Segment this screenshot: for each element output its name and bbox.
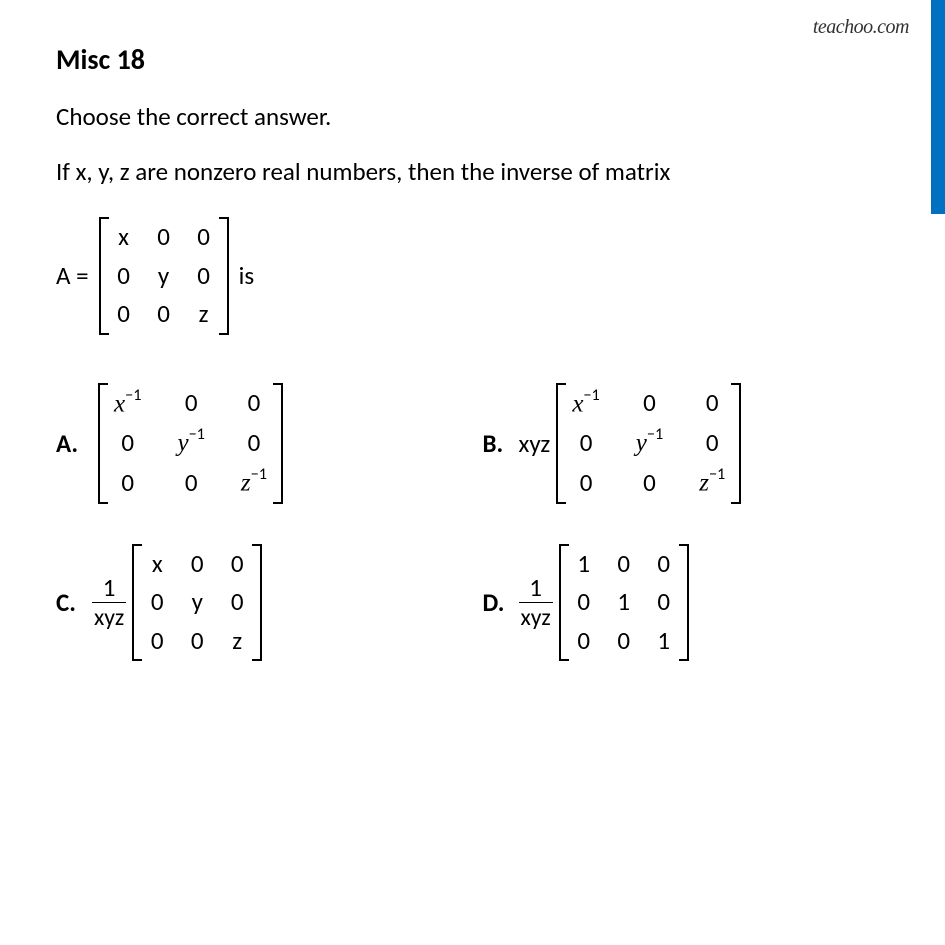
option-b-matrix: x−1000y−1000z−1 [556, 383, 741, 504]
prompt-line-2: If x, y, z are nonzero real numbers, the… [56, 156, 889, 187]
option-d-label: D. [483, 587, 513, 618]
option-a: A. x−1000y−1000z−1 [56, 383, 463, 504]
prompt-line-1: Choose the correct answer. [56, 101, 889, 132]
option-c-label: C. [56, 587, 86, 618]
option-c: C. 1xyz x000y000z [56, 544, 463, 662]
option-d-scalar: 1xyz [519, 575, 553, 630]
options-grid: A. x−1000y−1000z−1 B. xyz x−1000y−1000z−… [56, 383, 889, 662]
option-d-matrix: 100010001 [559, 544, 689, 662]
option-b-label: B. [483, 428, 513, 459]
matrix-a-body: x000y000z [109, 217, 219, 335]
matrix-prefix: A = [56, 260, 89, 291]
option-c-matrix: x000y000z [132, 544, 262, 662]
watermark: teachoo.com [813, 16, 909, 39]
option-a-label: A. [56, 428, 86, 459]
option-b-scalar: xyz [519, 428, 551, 459]
option-d: D. 1xyz 100010001 [483, 544, 890, 662]
matrix-suffix: is [239, 260, 255, 291]
matrix-definition: A = x000y000z is [56, 217, 889, 335]
option-a-matrix: x−1000y−1000z−1 [98, 383, 283, 504]
option-b: B. xyz x−1000y−1000z−1 [483, 383, 890, 504]
option-c-scalar: 1xyz [92, 575, 126, 630]
matrix-a: x000y000z [99, 217, 229, 335]
question-title: Misc 18 [56, 42, 889, 77]
document-page: teachoo.com Misc 18 Choose the correct a… [0, 0, 945, 701]
